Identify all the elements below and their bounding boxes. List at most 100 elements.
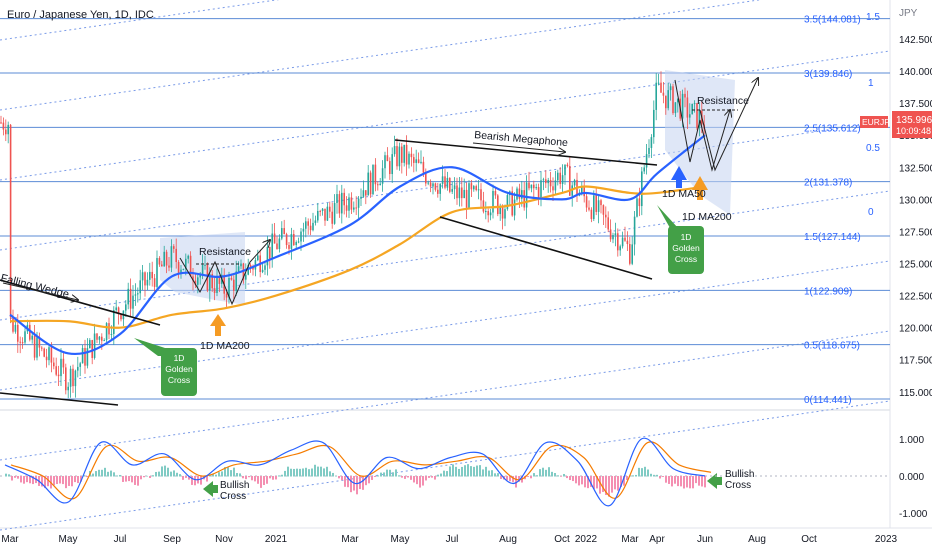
bullish-cross-arrow-right xyxy=(707,473,722,489)
osc-bar-229 xyxy=(692,476,694,489)
candle-body-89 xyxy=(213,288,216,293)
candle-body-176 xyxy=(422,161,425,173)
candle-body-218 xyxy=(523,190,525,208)
candle-body-50 xyxy=(120,314,122,320)
osc-bar-23 xyxy=(74,476,76,483)
osc-bar-92 xyxy=(281,474,283,477)
golden-cross-left-line1: 1D xyxy=(174,353,185,363)
osc-bar-140 xyxy=(425,476,427,481)
candle-body-244 xyxy=(585,196,588,208)
candle-body-42 xyxy=(101,336,103,341)
ma50-line xyxy=(9,134,706,356)
candle-body-189 xyxy=(453,185,456,190)
candle-body-36 xyxy=(86,348,89,366)
candle-body-143 xyxy=(343,192,345,206)
time-label-2: Jul xyxy=(114,534,127,545)
candle-body-217 xyxy=(521,190,523,199)
bullish-cross-left-line1: Bullish xyxy=(220,480,249,491)
osc-bar-193 xyxy=(584,476,586,488)
megaphone-lower-line xyxy=(439,216,653,280)
osc-bar-149 xyxy=(452,464,454,477)
candle-body-125 xyxy=(300,231,302,242)
osc-bar-189 xyxy=(572,476,574,482)
candle-body-262 xyxy=(629,244,631,264)
osc-bar-26 xyxy=(83,475,85,477)
candle-body-234 xyxy=(561,175,564,185)
osc-bar-38 xyxy=(119,474,121,477)
golden-cross-right-line2: Golden xyxy=(672,243,700,253)
channel-label-0: 1.5 xyxy=(866,12,880,23)
osc-bar-50 xyxy=(155,471,157,477)
osc-bar-83 xyxy=(254,476,256,482)
candle-body-287 xyxy=(689,114,691,118)
candle-body-173 xyxy=(415,159,417,163)
candle-body-24 xyxy=(57,374,60,377)
osc-bar-97 xyxy=(296,468,298,477)
price-tick-9: 120.000 xyxy=(899,324,932,335)
candle-body-10 xyxy=(24,331,26,343)
osc-bar-121 xyxy=(368,476,370,484)
osc-bar-82 xyxy=(251,476,253,481)
candle-body-270 xyxy=(648,147,650,155)
channel-label-1: 1 xyxy=(868,78,874,89)
osc-bar-105 xyxy=(320,466,322,477)
osc-bar-87 xyxy=(266,476,268,484)
candle-body-69 xyxy=(165,251,168,266)
candle-body-118 xyxy=(283,228,285,235)
candle-body-231 xyxy=(554,180,557,191)
candle-body-269 xyxy=(645,154,648,168)
candle-body-48 xyxy=(115,307,117,311)
candle-body-55 xyxy=(132,295,134,309)
osc-bar-150 xyxy=(455,466,457,477)
candle-body-222 xyxy=(533,184,535,189)
osc-bar-171 xyxy=(518,476,520,482)
candle-body-57 xyxy=(137,293,139,295)
osc-bar-106 xyxy=(323,468,325,477)
osc-bar-47 xyxy=(146,475,148,477)
candle-body-247 xyxy=(593,195,595,220)
candle-body-97 xyxy=(233,279,235,291)
falling-wedge-upper-line xyxy=(0,279,161,326)
osc-bar-227 xyxy=(686,476,688,488)
osc-bar-21 xyxy=(68,476,70,486)
time-label-9: Aug xyxy=(499,534,517,545)
candle-body-119 xyxy=(285,234,288,246)
osc-bar-74 xyxy=(227,467,229,477)
osc-bar-110 xyxy=(335,475,337,477)
candle-body-265 xyxy=(636,198,638,217)
osc-bar-182 xyxy=(551,471,553,477)
candle-body-261 xyxy=(626,240,629,245)
resistance-label-right: Resistance xyxy=(697,95,749,107)
ma200-line xyxy=(9,185,706,329)
projection-zigzag-left xyxy=(179,240,270,306)
candle-body-4 xyxy=(9,124,12,318)
candle-body-249 xyxy=(597,200,600,212)
candle-body-181 xyxy=(434,183,437,190)
candle-body-98 xyxy=(235,271,237,291)
ma50-arrow-right xyxy=(671,166,687,188)
osc-bar-135 xyxy=(410,476,412,480)
channel-label-3: 0 xyxy=(868,207,874,218)
oscillator-signal-line xyxy=(10,441,712,500)
countdown-timer: 10:09:48 xyxy=(896,126,931,136)
candle-body-253 xyxy=(607,217,609,230)
candle-body-167 xyxy=(401,146,403,163)
fib-label-2: 1(122.909) xyxy=(804,286,852,297)
candle-body-225 xyxy=(540,180,542,198)
osc-bar-40 xyxy=(125,476,127,482)
candle-body-186 xyxy=(446,177,449,188)
time-label-0: Mar xyxy=(1,534,19,545)
osc-bar-80 xyxy=(245,476,247,480)
candle-body-264 xyxy=(633,216,636,245)
fib-label-4: 2(131.378) xyxy=(804,178,852,189)
price-tick-6: 127.500 xyxy=(899,227,932,238)
candle-body-135 xyxy=(324,208,326,221)
price-candles xyxy=(0,71,705,399)
candle-body-188 xyxy=(451,189,453,192)
osc-bar-8 xyxy=(29,476,31,484)
golden-cross-left-line3: Cross xyxy=(168,375,190,385)
bullish-cross-arrow-left xyxy=(203,481,218,497)
candle-body-27 xyxy=(65,367,67,391)
candle-body-20 xyxy=(48,347,50,361)
